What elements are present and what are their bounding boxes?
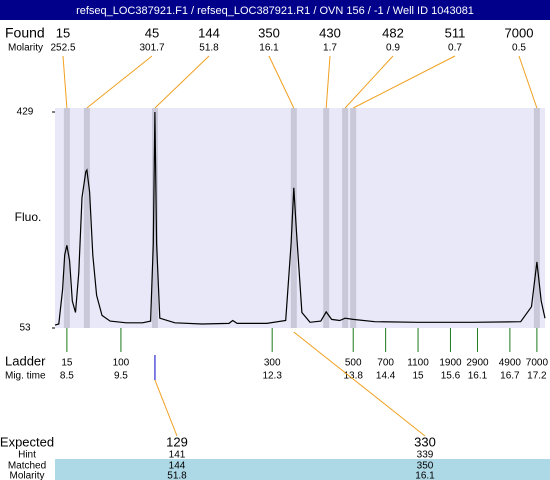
ladder-time: 15.6 xyxy=(441,371,461,382)
matched-band xyxy=(55,459,550,480)
header-title: refseq_LOC387921.F1 / refseq_LOC387921.R… xyxy=(76,5,474,17)
peak-band xyxy=(342,108,349,328)
expected-molarity-label: Molarity xyxy=(9,471,44,480)
ladder-size: 1100 xyxy=(407,358,429,369)
expected-matched: 144 xyxy=(169,461,186,472)
peak-band xyxy=(533,108,540,328)
peak-band xyxy=(350,108,357,328)
expected-molarity: 51.8 xyxy=(167,471,187,480)
ladder-time: 13.8 xyxy=(343,371,363,382)
found-size: 482 xyxy=(382,25,404,40)
ladder-size: 2900 xyxy=(466,358,489,369)
expected-hint: 141 xyxy=(169,450,186,461)
found-size: 15 xyxy=(56,25,70,40)
found-size: 511 xyxy=(445,25,466,40)
expected-connector xyxy=(154,379,178,437)
ladder-time: 16.7 xyxy=(500,371,520,382)
peak-band xyxy=(290,108,297,328)
found-size: 430 xyxy=(319,25,341,40)
ladder-size: 4900 xyxy=(499,358,522,369)
expected-hint: 339 xyxy=(417,450,434,461)
y-tick-label: 53 xyxy=(19,323,31,334)
ladder-size: 300 xyxy=(264,358,281,369)
y-tick-label: 429 xyxy=(17,107,34,118)
peak-connector xyxy=(344,55,394,109)
found-molarity: 0.7 xyxy=(448,43,462,54)
ladder-time: 12.3 xyxy=(262,371,282,382)
expected-size: 129 xyxy=(166,434,188,449)
found-molarity: 16.1 xyxy=(259,43,279,54)
found-molarity: 0.5 xyxy=(512,43,526,54)
peak-band xyxy=(151,108,158,328)
peak-band xyxy=(323,108,330,328)
found-molarity: 301.7 xyxy=(139,43,164,54)
peak-band xyxy=(83,108,90,328)
found-size: 7000 xyxy=(505,25,534,40)
peak-connector xyxy=(325,55,331,109)
ladder-time: 15 xyxy=(412,371,424,382)
found-molarity-label: Molarity xyxy=(8,43,43,54)
peak-connector xyxy=(154,55,210,109)
ladder-time-label: Mig. time xyxy=(5,371,46,382)
trace xyxy=(54,111,546,326)
found-molarity: 252.5 xyxy=(50,43,75,54)
expected-size: 330 xyxy=(414,434,436,449)
ladder-size: 700 xyxy=(377,358,394,369)
ladder-time: 9.5 xyxy=(114,371,128,382)
expected-connector xyxy=(293,331,426,437)
peak-connector xyxy=(352,55,456,109)
peak-band xyxy=(63,108,70,328)
expected-matched: 350 xyxy=(417,461,434,472)
expected-label: Expected xyxy=(0,434,54,449)
ladder-time: 16.1 xyxy=(468,371,488,382)
matched-label: Matched xyxy=(8,461,46,472)
found-molarity: 0.9 xyxy=(386,43,400,54)
found-label: Found xyxy=(5,25,45,41)
found-size: 45 xyxy=(145,25,159,40)
ladder-size: 100 xyxy=(113,358,130,369)
ladder-size: 7000 xyxy=(526,358,549,369)
found-size: 144 xyxy=(198,25,220,40)
ladder-size: 500 xyxy=(345,358,362,369)
hint-label: Hint xyxy=(18,450,36,461)
found-size: 350 xyxy=(258,25,280,40)
ladder-label: Ladder xyxy=(5,353,46,368)
ladder-time: 8.5 xyxy=(60,371,74,382)
ladder-size: 1900 xyxy=(439,358,462,369)
header-bar xyxy=(0,0,550,20)
ladder-size: 15 xyxy=(61,358,73,369)
peak-connector xyxy=(86,55,153,109)
found-molarity: 1.7 xyxy=(323,43,337,54)
ladder-time: 17.2 xyxy=(527,371,547,382)
y-label: Fluo. xyxy=(15,210,42,224)
expected-molarity: 16.1 xyxy=(415,471,435,480)
ladder-time: 14.4 xyxy=(376,371,396,382)
peak-connector xyxy=(62,55,68,109)
peak-connector xyxy=(268,55,295,109)
plot-area xyxy=(55,108,545,328)
found-molarity: 51.8 xyxy=(199,43,219,54)
peak-connector xyxy=(518,55,538,109)
